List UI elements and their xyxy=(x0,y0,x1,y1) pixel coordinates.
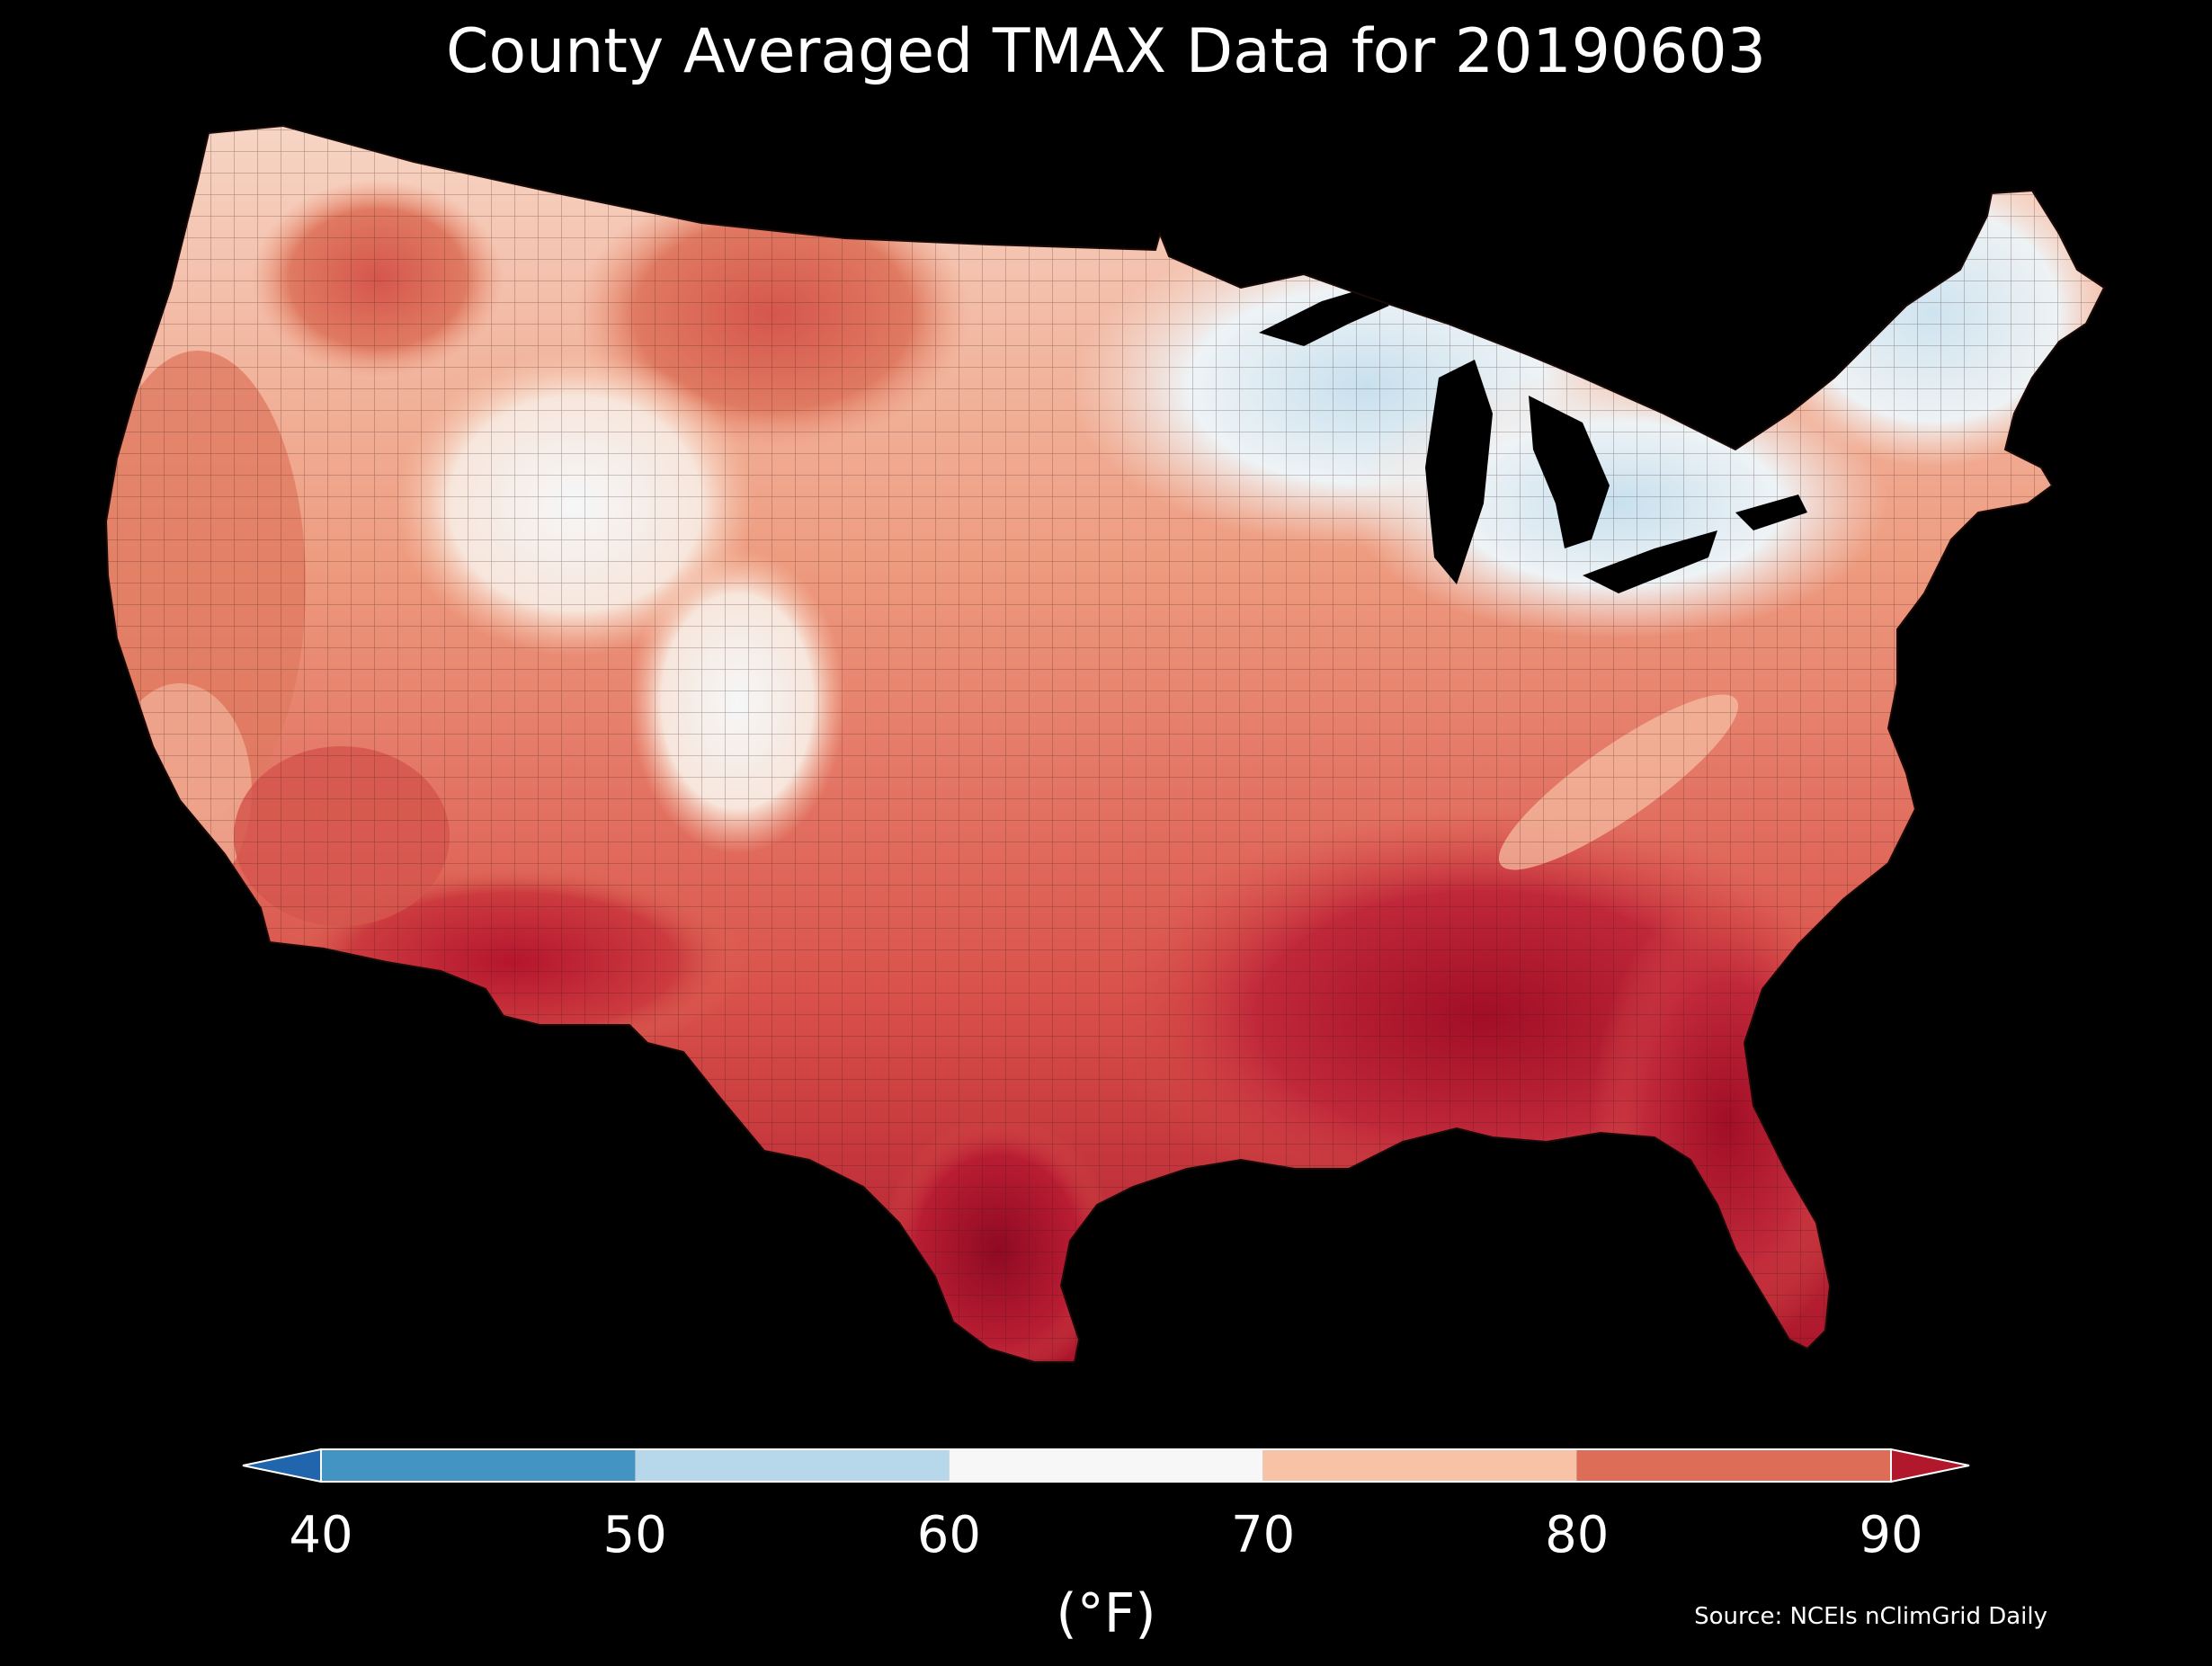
colorbar-under-arrow xyxy=(242,1448,322,1483)
colorbar-bin-4 xyxy=(1576,1449,1891,1482)
great-lakes xyxy=(1259,288,1807,593)
source-credit: Source: NCEIs nClimGrid Daily xyxy=(1694,1603,2047,1630)
colorbar-frame xyxy=(320,1448,1892,1483)
colorbar-bin-3 xyxy=(1262,1449,1577,1482)
county-fill-layer xyxy=(106,126,2104,1362)
colorbar-tick-3: 70 xyxy=(1230,1506,1296,1564)
colorbar-tick-5: 90 xyxy=(1859,1506,1923,1564)
colorbar-tick-2: 60 xyxy=(916,1506,982,1564)
colorbar-bin-2 xyxy=(949,1449,1263,1482)
colorbar-tick-0: 40 xyxy=(289,1506,353,1564)
colorbar-bin-0 xyxy=(321,1449,636,1482)
us-outline xyxy=(104,124,2106,1363)
colorbar-over-arrow xyxy=(1890,1448,1970,1483)
colorbar-tick-1: 50 xyxy=(602,1506,667,1564)
colorbar-bins xyxy=(321,1449,1891,1482)
colorbar-tick-4: 80 xyxy=(1545,1506,1610,1564)
colorbar-unit-label: (°F) xyxy=(1056,1582,1156,1645)
colorbar xyxy=(242,1448,1970,1483)
map-title: County Averaged TMAX Data for 20190603 xyxy=(446,16,1766,87)
colorbar-bin-1 xyxy=(635,1449,950,1482)
